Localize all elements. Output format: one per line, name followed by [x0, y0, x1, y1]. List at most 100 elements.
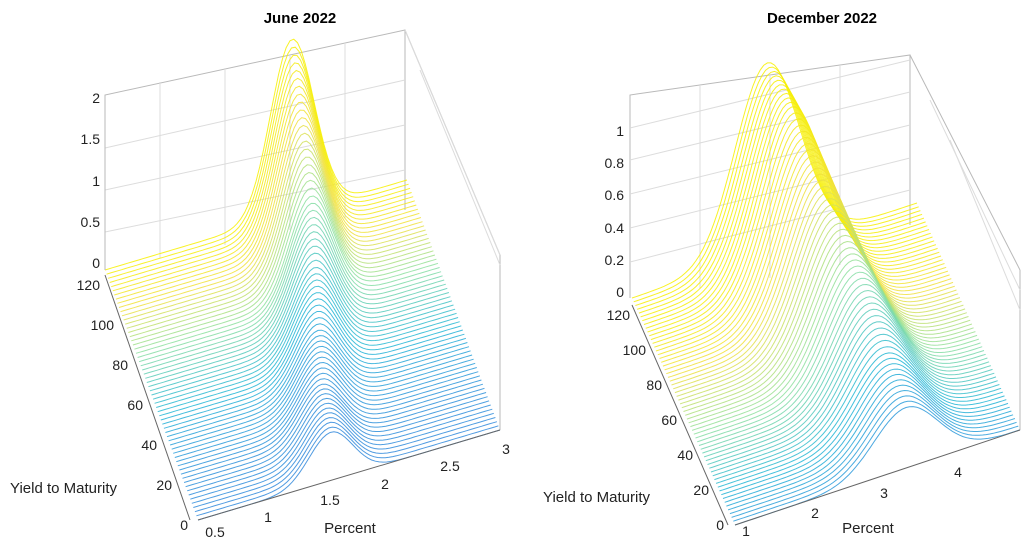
surface-ridge-line — [681, 222, 967, 409]
surface-ridge-line — [638, 79, 925, 314]
surface-ridge-line — [169, 340, 473, 446]
chart-december-2022: December 2022 0 0.2 0.4 0.6 0.8 1 — [543, 10, 1021, 539]
surface-ridge-line — [661, 149, 947, 363]
surface-ridge-line — [722, 368, 1009, 499]
surface-ridge-line — [654, 124, 940, 348]
z-tick-label: 2 — [92, 90, 100, 106]
y-tick-label: 80 — [112, 357, 128, 373]
chart-june-2022: June 2022 0 0.5 1 1.5 2 — [10, 10, 510, 539]
surface-ridge-line — [683, 228, 969, 412]
y-axis-label: Yield to Maturity — [543, 489, 650, 506]
surface-ridge-line — [642, 88, 928, 322]
surface-ridge-line — [729, 389, 1016, 515]
y-tick-label: 100 — [91, 317, 115, 333]
surface-ridge-line — [134, 187, 437, 350]
surface-ridge-line — [724, 373, 1010, 503]
y-tick-label: 20 — [693, 482, 709, 498]
y-axis-label: Yield to Maturity — [10, 480, 117, 497]
surface-ridge-line — [146, 245, 450, 383]
surface-ridge-line — [652, 118, 938, 344]
surface-ridge-line — [177, 367, 481, 467]
surface-ridge-line — [698, 283, 985, 446]
surface-ridge-line — [685, 234, 971, 416]
surface-ridge-line — [709, 321, 995, 469]
surface-ridge-line — [154, 279, 457, 404]
surface-ridge-line — [703, 302, 990, 458]
surface-ridge-line — [183, 388, 487, 483]
surface-ridge-line — [114, 85, 417, 296]
surface-ridge-line — [129, 164, 432, 338]
surface-ridge-line — [196, 425, 499, 517]
surface-ridge-line — [118, 109, 422, 308]
surface-ridge-line — [657, 136, 943, 356]
surface-ridge-line — [733, 400, 1019, 522]
surface-ridge-line — [697, 277, 983, 443]
surface-ridge-line — [137, 202, 440, 358]
z-tick-label: 0.4 — [605, 220, 625, 236]
surface-ridge-line — [140, 216, 443, 367]
surface-ridge-line — [160, 304, 463, 421]
surface-ridge-line — [688, 247, 974, 424]
x-tick-label: 1 — [742, 523, 750, 539]
surface-ridge-line — [664, 161, 950, 371]
surface-ridge-line — [707, 315, 993, 465]
surface-ridge-line — [712, 333, 998, 477]
x-axis-label: Percent — [842, 520, 895, 537]
x-tick-label: 1 — [264, 509, 272, 525]
y-tick-label: 120 — [77, 277, 101, 293]
surface-ridge-line — [185, 393, 488, 488]
surface-ridge-line — [727, 384, 1014, 511]
x-tick-label: 2.5 — [440, 458, 460, 474]
y-tick-label: 20 — [156, 477, 172, 493]
surface-ridge-line — [666, 167, 952, 375]
surface-ridge-line — [662, 155, 949, 367]
axes-box — [104, 29, 501, 430]
surface-ridge-line — [156, 285, 459, 408]
surface-ridge-line — [117, 101, 420, 304]
surface-ridge-line — [148, 252, 451, 388]
surface-ridge-line — [635, 70, 921, 306]
surface-ridge-line — [159, 298, 462, 417]
chart-title: December 2022 — [767, 10, 877, 27]
z-tick-label: 0.6 — [605, 187, 625, 203]
surface-plot — [631, 62, 1021, 526]
surface-ridge-line — [671, 185, 957, 386]
surface-ridge-line — [128, 156, 431, 333]
surface-ridge-line — [647, 101, 933, 333]
surface-ridge-line — [165, 323, 468, 433]
z-tick-labels: 0 0.2 0.4 0.6 0.8 1 — [605, 123, 625, 300]
surface-ridge-line — [731, 395, 1017, 518]
x-tick-label: 1.5 — [320, 492, 340, 508]
x-axis-label: Percent — [324, 520, 377, 537]
surface-ridge-line — [669, 179, 955, 382]
surface-ridge-line — [636, 75, 923, 310]
surface-ridge-line — [721, 363, 1007, 496]
z-tick-label: 0 — [92, 255, 100, 271]
surface-ridge-line — [650, 112, 937, 341]
surface-ridge-line — [180, 378, 484, 475]
x-tick-label: 0.5 — [205, 524, 225, 539]
surface-ridge-line — [173, 351, 476, 454]
surface-ridge-line — [163, 317, 467, 429]
surface-ridge-line — [182, 383, 485, 479]
surface-ridge-line — [191, 412, 494, 504]
surface-ridge-line — [143, 231, 446, 375]
surface-ridge-line — [700, 289, 986, 450]
surface-ridge-line — [631, 62, 918, 299]
surface-ridge-line — [179, 372, 482, 471]
x-tick-labels: 0.5 1 1.5 2 2.5 3 — [205, 441, 510, 539]
surface-ridge-line — [674, 198, 961, 394]
surface-ridge-line — [633, 66, 919, 303]
surface-ridge-line — [673, 192, 959, 390]
x-tick-label: 2 — [811, 505, 819, 521]
surface-ridge-line — [132, 179, 436, 346]
z-tick-labels: 0 0.5 1 1.5 2 — [81, 90, 101, 271]
z-tick-label: 1 — [616, 123, 624, 139]
z-tick-label: 0.8 — [605, 155, 625, 171]
surface-ridge-line — [679, 216, 966, 405]
surface-ridge-line — [111, 69, 414, 288]
x-tick-label: 2 — [381, 476, 389, 492]
surface-ridge-line — [157, 292, 460, 413]
z-tick-label: 1 — [92, 173, 100, 189]
